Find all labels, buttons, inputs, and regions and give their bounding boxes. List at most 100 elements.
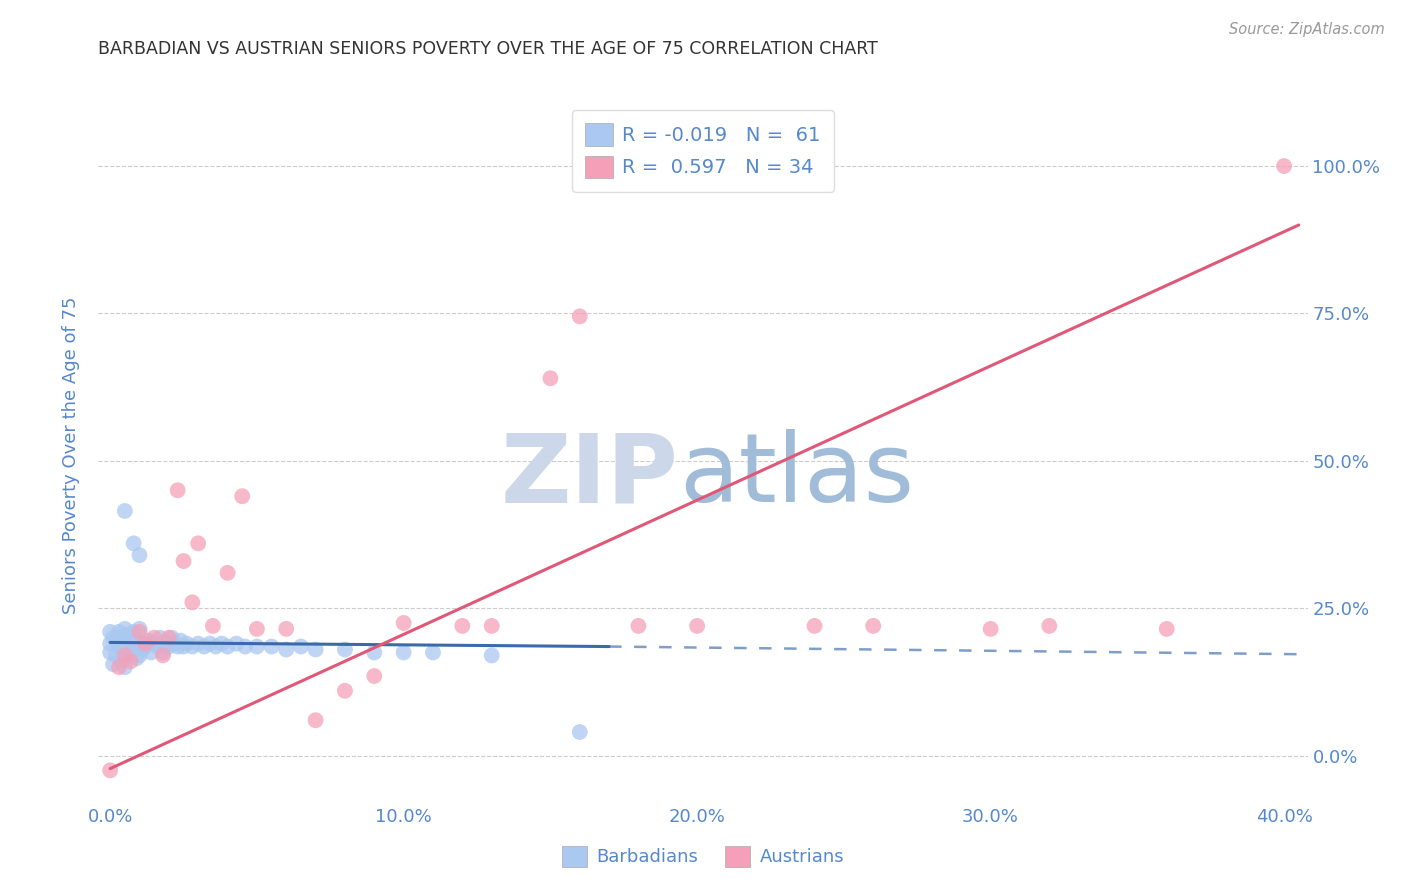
- Point: [204, 640, 226, 654]
- Point: [136, 633, 159, 648]
- Point: [149, 631, 172, 645]
- Point: [1272, 159, 1295, 173]
- Point: [193, 640, 215, 654]
- Point: [125, 633, 148, 648]
- Point: [627, 619, 650, 633]
- Point: [117, 628, 139, 642]
- Point: [169, 633, 191, 648]
- Point: [363, 669, 385, 683]
- Point: [114, 648, 136, 663]
- Point: [201, 619, 224, 633]
- Point: [122, 624, 145, 639]
- Point: [451, 619, 474, 633]
- Text: BARBADIAN VS AUSTRIAN SENIORS POVERTY OVER THE AGE OF 75 CORRELATION CHART: BARBADIAN VS AUSTRIAN SENIORS POVERTY OV…: [98, 40, 879, 58]
- Point: [108, 640, 131, 654]
- Point: [128, 637, 150, 651]
- Point: [1038, 619, 1060, 633]
- Point: [98, 645, 121, 659]
- Point: [217, 566, 239, 580]
- Point: [143, 637, 166, 651]
- Point: [211, 637, 233, 651]
- Point: [120, 645, 142, 659]
- Point: [160, 631, 183, 645]
- Point: [304, 713, 326, 727]
- Point: [173, 554, 195, 568]
- Point: [105, 648, 128, 663]
- Point: [114, 642, 136, 657]
- Point: [98, 764, 121, 778]
- Point: [131, 642, 153, 657]
- Point: [246, 640, 269, 654]
- Point: [276, 622, 298, 636]
- Point: [108, 660, 131, 674]
- Point: [134, 637, 156, 651]
- Point: [333, 683, 356, 698]
- Point: [155, 637, 177, 651]
- Point: [1156, 622, 1178, 636]
- Point: [134, 640, 156, 654]
- Y-axis label: Seniors Poverty Over the Age of 75: Seniors Poverty Over the Age of 75: [62, 296, 80, 614]
- Point: [260, 640, 283, 654]
- Point: [217, 640, 239, 654]
- Point: [101, 657, 124, 672]
- Point: [152, 648, 174, 663]
- Point: [225, 637, 247, 651]
- Point: [125, 651, 148, 665]
- Point: [422, 645, 444, 659]
- Point: [101, 631, 124, 645]
- Point: [120, 654, 142, 668]
- Point: [111, 654, 134, 668]
- Point: [98, 637, 121, 651]
- Point: [276, 642, 298, 657]
- Point: [176, 637, 198, 651]
- Point: [157, 640, 180, 654]
- Legend: Barbadians, Austrians: Barbadians, Austrians: [555, 838, 851, 874]
- Point: [803, 619, 825, 633]
- Point: [108, 624, 131, 639]
- Point: [198, 637, 221, 651]
- Point: [128, 624, 150, 639]
- Point: [980, 622, 1002, 636]
- Text: Source: ZipAtlas.com: Source: ZipAtlas.com: [1229, 22, 1385, 37]
- Point: [481, 648, 503, 663]
- Point: [114, 504, 136, 518]
- Point: [568, 725, 591, 739]
- Point: [290, 640, 312, 654]
- Point: [143, 631, 166, 645]
- Point: [481, 619, 503, 633]
- Point: [111, 631, 134, 645]
- Point: [98, 624, 121, 639]
- Point: [157, 631, 180, 645]
- Point: [120, 633, 142, 648]
- Point: [233, 640, 256, 654]
- Point: [122, 640, 145, 654]
- Text: ZIP: ZIP: [501, 429, 679, 523]
- Point: [187, 637, 209, 651]
- Point: [128, 548, 150, 562]
- Point: [392, 615, 415, 630]
- Point: [122, 536, 145, 550]
- Point: [181, 640, 204, 654]
- Point: [568, 310, 591, 324]
- Point: [392, 645, 415, 659]
- Point: [163, 637, 186, 651]
- Point: [128, 648, 150, 663]
- Point: [686, 619, 709, 633]
- Point: [146, 640, 169, 654]
- Point: [128, 622, 150, 636]
- Point: [538, 371, 561, 385]
- Point: [304, 642, 326, 657]
- Point: [333, 642, 356, 657]
- Point: [181, 595, 204, 609]
- Point: [363, 645, 385, 659]
- Point: [187, 536, 209, 550]
- Point: [166, 483, 188, 498]
- Text: atlas: atlas: [679, 429, 914, 523]
- Point: [105, 633, 128, 648]
- Point: [152, 645, 174, 659]
- Point: [114, 660, 136, 674]
- Point: [173, 640, 195, 654]
- Point: [862, 619, 884, 633]
- Point: [114, 622, 136, 636]
- Point: [246, 622, 269, 636]
